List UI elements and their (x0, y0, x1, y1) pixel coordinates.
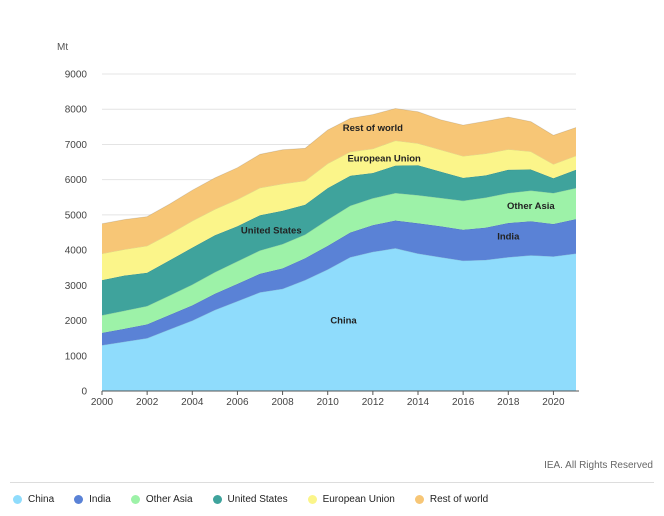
area-european-union (102, 140, 576, 281)
x-tick-label: 2002 (136, 397, 159, 408)
x-tick-label: 2010 (317, 397, 340, 408)
legend-label: India (89, 494, 111, 505)
x-tick-label: 2014 (407, 397, 430, 408)
legend-divider (10, 482, 654, 483)
legend-item: Other Asia (130, 494, 193, 505)
legend-label: United States (227, 494, 288, 505)
legend-swatch (130, 495, 140, 504)
x-tick-label: 2016 (452, 397, 475, 408)
x-tick-label: 2008 (271, 397, 294, 408)
area-edge-rest-of-world (101, 108, 577, 225)
x-tick-label: 2018 (497, 397, 520, 408)
y-tick-label: 0 (81, 387, 87, 398)
stacked-area-chart: 0 1000 2000 3000 4000 5000 6000 7000 8000 9000 200… (65, 70, 579, 408)
legend-label: China (28, 494, 55, 505)
series-annotation: Other Asia (507, 201, 555, 212)
x-tick-label: 2004 (181, 397, 204, 408)
series-annotation: European Union (347, 154, 421, 165)
y-tick-label: 1000 (65, 351, 88, 362)
chart-legend: China India Other Asia United States Europea… (13, 494, 508, 505)
legend-item: United States (212, 494, 288, 505)
legend-item: European Union (307, 494, 395, 505)
legend-swatch (212, 495, 222, 504)
legend-item: China (13, 494, 54, 505)
series-annotation: Rest of world (343, 123, 403, 134)
legend-swatch (307, 495, 317, 504)
legend-swatch (13, 495, 22, 504)
legend-swatch (74, 495, 84, 504)
y-tick-label: 8000 (65, 105, 88, 116)
y-tick-label: 7000 (65, 140, 88, 151)
legend-label: European Union (322, 494, 395, 505)
source-credit: IEA. All Rights Reserved (544, 460, 653, 471)
legend-label: Other Asia (145, 494, 193, 505)
x-tick-label: 2006 (226, 397, 249, 408)
y-tick-label: 5000 (65, 210, 88, 221)
y-tick-label: 2000 (65, 316, 88, 327)
x-tick-label: 2000 (91, 397, 114, 408)
x-tick-label: 2012 (362, 397, 385, 408)
x-tick-label: 2020 (542, 397, 565, 408)
y-tick-label: 4000 (65, 246, 88, 257)
legend-label: Rest of world (429, 494, 489, 505)
area-china (102, 248, 576, 391)
y-tick-label: 3000 (65, 281, 88, 292)
legend-swatch (414, 495, 424, 504)
legend-item: India (74, 494, 111, 505)
y-axis-unit-label: Mt (57, 42, 69, 53)
series-annotation: United States (241, 225, 302, 236)
series-annotation: India (497, 231, 520, 242)
legend-item: Rest of world (414, 494, 489, 505)
series-annotation: China (330, 316, 357, 327)
y-tick-label: 6000 (65, 175, 88, 186)
area-other-asia (102, 188, 576, 333)
area-india (102, 219, 576, 346)
area-united-states (102, 165, 576, 316)
area-rest-of-world (102, 108, 576, 254)
y-tick-label: 9000 (65, 70, 88, 81)
